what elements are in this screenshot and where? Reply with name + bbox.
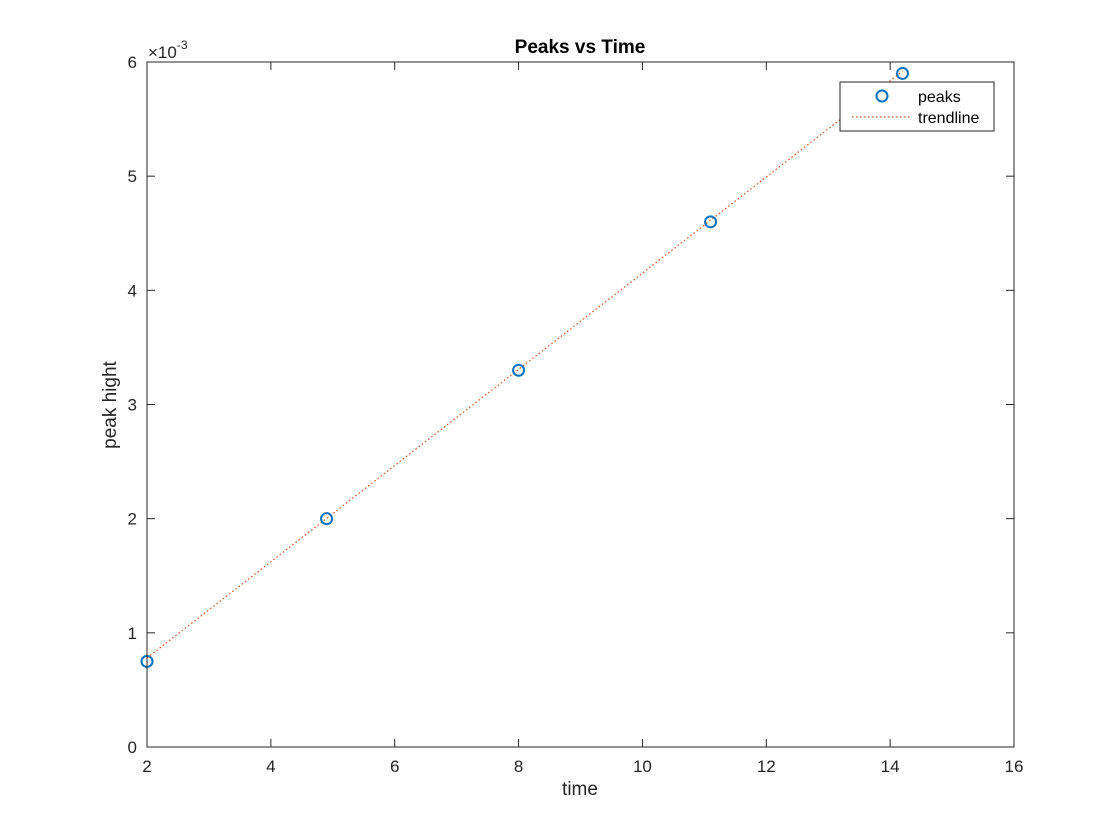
x-tick-label: 8 (514, 757, 523, 776)
trendline-series-line (146, 70, 903, 659)
y-exponent-base: ×10 (148, 43, 177, 62)
x-tick-label: 16 (1005, 757, 1024, 776)
y-tick-label: 6 (128, 53, 137, 72)
legend: peaks trendline (839, 81, 995, 132)
legend-box (839, 81, 995, 132)
chart-title: Peaks vs Time (515, 37, 646, 58)
plot-area (147, 62, 1014, 747)
y-tick-label: 5 (128, 167, 137, 186)
y-axis-label: peak hight (100, 360, 121, 448)
y-tick-label: 1 (128, 624, 137, 643)
y-tick-label: 2 (128, 510, 137, 529)
x-tick-label: 10 (633, 757, 652, 776)
x-tick-label: 6 (390, 757, 399, 776)
y-exponent-power: -3 (177, 38, 188, 52)
legend-marker-peaks (875, 89, 889, 103)
y-tick-label: 3 (128, 396, 137, 415)
peaks-data-point (320, 512, 334, 526)
x-tick-label: 4 (266, 757, 275, 776)
peaks-data-point (704, 215, 718, 229)
y-exponent-label: ×10-3 (148, 38, 188, 62)
x-tick-label: 12 (757, 757, 776, 776)
x-tick-label: 2 (142, 757, 151, 776)
y-tick-label: 0 (128, 738, 137, 757)
legend-label-peaks: peaks (918, 89, 961, 106)
peaks-data-point (512, 363, 526, 377)
legend-label-trendline: trendline (918, 110, 979, 127)
y-tick-label: 4 (128, 281, 137, 300)
x-axis-label: time (562, 779, 598, 800)
peaks-data-point (896, 66, 910, 80)
x-tick-label: 14 (881, 757, 900, 776)
